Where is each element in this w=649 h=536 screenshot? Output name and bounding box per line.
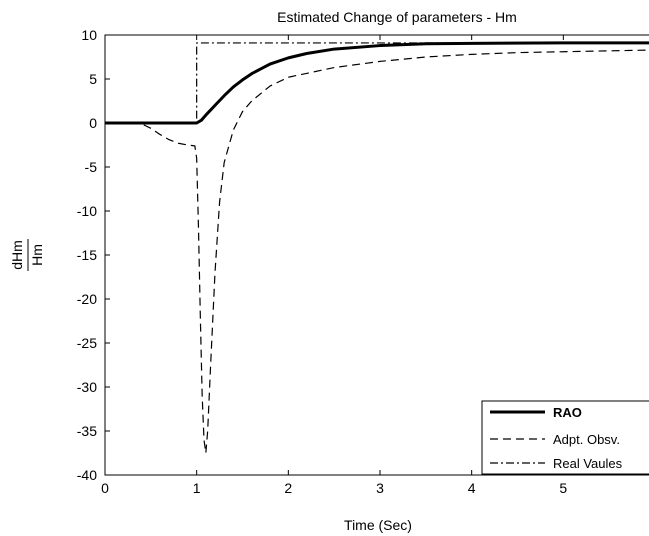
x-tick-labels: 0123456	[101, 480, 567, 496]
y-tick-label: 5	[89, 71, 97, 87]
series-line-rao	[105, 41, 649, 125]
y-axis-label: dHm Hm	[9, 239, 45, 271]
y-tick-label: -20	[77, 291, 97, 307]
y-tick-label: -5	[85, 159, 98, 175]
legend: RAO Adpt. Obsv. Real Vaules	[481, 400, 649, 475]
y-tick-label: -25	[77, 335, 97, 351]
x-tick-label: 3	[376, 480, 384, 496]
legend-label-adpt-obsv: Adpt. Obsv.	[553, 432, 620, 447]
series-line-real-vaules	[105, 42, 649, 124]
y-tick-label: -40	[77, 467, 97, 483]
x-tick-label: 2	[284, 480, 292, 496]
y-tick-label: -30	[77, 379, 97, 395]
legend-label-rao: RAO	[553, 405, 582, 420]
plot-area	[105, 41, 649, 454]
y-tick-label: 10	[81, 27, 97, 43]
x-tick-label: 4	[468, 480, 476, 496]
x-tick-label: 0	[101, 480, 109, 496]
x-tick-label: 1	[193, 480, 201, 496]
y-axis-label-denominator: Hm	[29, 244, 45, 266]
x-tick-label: 5	[559, 480, 567, 496]
y-tick-labels: 10 5 0 -5 -10 -15 -20 -25 -30 -35 -40	[77, 27, 97, 483]
x-axis-label: Time (Sec)	[344, 517, 412, 533]
chart-title: Estimated Change of parameters - Hm	[277, 9, 517, 25]
legend-label-real-vaules: Real Vaules	[553, 456, 623, 471]
series-line-adpt-obsv	[105, 49, 649, 454]
y-tick-label: -10	[77, 203, 97, 219]
y-tick-label: -35	[77, 423, 97, 439]
y-tick-label: 0	[89, 115, 97, 131]
y-axis-label-numerator: dHm	[9, 240, 25, 270]
y-tick-label: -15	[77, 247, 97, 263]
